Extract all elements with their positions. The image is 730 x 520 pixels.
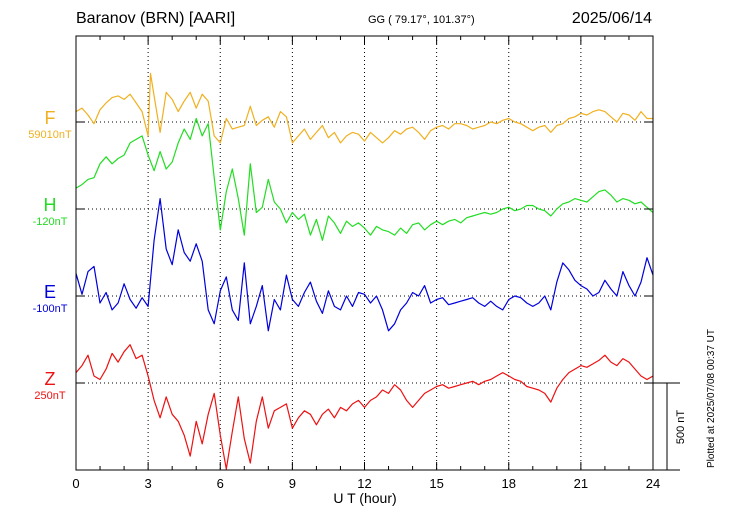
scale-bar: 500 nT [653,382,687,471]
x-tick-label: 3 [145,476,152,491]
series-line-h [75,117,654,241]
scale-bar-label: 500 nT [675,410,687,445]
series-baseline-f: 59010nT [28,129,72,141]
x-tick-label: 6 [217,476,224,491]
series-layer [75,72,654,470]
plotted-timestamp: Plotted at 2025/07/08 00:37 UT [706,329,717,468]
x-tick-label: 24 [646,476,660,491]
x-tick-label: 12 [357,476,371,491]
station-title: Baranov (BRN) [AARI] [76,10,236,27]
series-label-e: E [43,282,56,302]
series-label-z: Z [44,369,56,389]
series-baseline-h: -120nT [32,216,68,228]
x-tick-label: 21 [574,476,588,491]
series-line-z [75,344,654,470]
series-label-h: H [43,195,57,215]
date-label: 2025/06/14 [571,10,652,27]
series-line-f [75,72,653,144]
series-label-f: F [44,108,56,128]
series-line-e [75,198,654,332]
coordinates-label: GG ( 79.17°, 101.37°) [368,14,475,26]
x-tick-label: 15 [429,476,443,491]
series-baseline-e: -100nT [32,303,68,315]
grid-layer [76,36,653,470]
x-tick-label: 0 [72,476,79,491]
x-tick-label: 18 [502,476,516,491]
x-axis-label: U T (hour) [333,490,396,506]
series-baseline-z: 250nT [34,390,66,402]
x-tick-label: 9 [289,476,296,491]
tick-layer: 0 3 6 9 12 15 18 21 24 [72,36,660,491]
